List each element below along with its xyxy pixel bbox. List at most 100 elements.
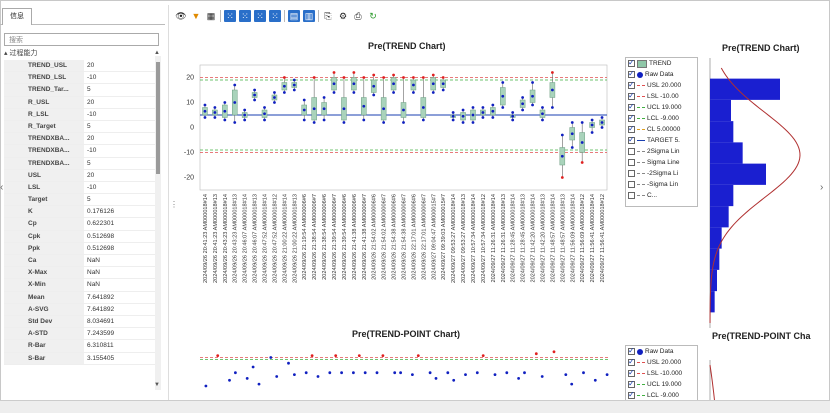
data-point[interactable]: [392, 91, 395, 94]
data-point[interactable]: [540, 375, 544, 378]
data-point[interactable]: [302, 118, 306, 122]
legend-item[interactable]: LSL -10.000: [626, 368, 697, 379]
data-point[interactable]: [431, 91, 435, 94]
data-point[interactable]: [582, 371, 585, 375]
data-point[interactable]: [451, 111, 455, 114]
property-row[interactable]: R_USL 20: [4, 96, 157, 109]
data-point[interactable]: [590, 118, 594, 122]
data-point[interactable]: [593, 378, 597, 382]
data-point[interactable]: [434, 377, 438, 380]
data-point[interactable]: [292, 78, 296, 82]
data-point[interactable]: [352, 82, 356, 86]
data-point[interactable]: [382, 76, 386, 79]
data-point[interactable]: [322, 118, 326, 122]
data-point[interactable]: [402, 76, 405, 79]
legend-item[interactable]: USL 20.000: [626, 80, 697, 91]
data-point[interactable]: [580, 141, 584, 144]
data-point[interactable]: [481, 116, 485, 119]
data-point[interactable]: [316, 375, 320, 378]
legend-item[interactable]: TARGET 5.: [626, 135, 697, 146]
data-point[interactable]: [493, 373, 497, 376]
legend-checkbox[interactable]: [628, 80, 635, 89]
data-point[interactable]: [302, 108, 306, 112]
data-point[interactable]: [204, 384, 208, 388]
histogram-bar[interactable]: [710, 78, 780, 100]
data-point[interactable]: [263, 112, 266, 116]
data-point[interactable]: [245, 377, 249, 380]
property-row[interactable]: Ppk 0.512698: [4, 242, 157, 255]
data-point[interactable]: [523, 371, 526, 375]
data-point[interactable]: [471, 113, 475, 117]
bar-chart-icon[interactable]: ▥: [303, 10, 315, 22]
property-row[interactable]: R-Bar 6.310811: [4, 340, 157, 353]
data-point[interactable]: [213, 116, 217, 119]
layout-icon[interactable]: ▤: [288, 10, 300, 22]
nav-left-icon[interactable]: ‹: [0, 182, 4, 193]
data-point[interactable]: [481, 111, 485, 114]
data-point[interactable]: [531, 94, 534, 98]
data-point[interactable]: [332, 82, 336, 86]
connect-icon[interactable]: ⁙: [224, 10, 236, 22]
data-point[interactable]: [564, 373, 568, 376]
data-point[interactable]: [293, 373, 296, 376]
data-point[interactable]: [342, 121, 346, 124]
tab-info[interactable]: 信息: [2, 8, 32, 25]
data-point[interactable]: [411, 373, 414, 376]
data-point[interactable]: [362, 104, 366, 108]
data-point[interactable]: [446, 371, 450, 375]
property-row[interactable]: X-Min NaN: [4, 279, 157, 292]
legend-checkbox[interactable]: [628, 69, 635, 78]
data-point[interactable]: [501, 81, 505, 84]
data-point[interactable]: [322, 96, 326, 99]
legend-item[interactable]: UCL 19.000: [626, 102, 697, 113]
search-input[interactable]: 搜索: [4, 33, 159, 46]
data-point[interactable]: [340, 371, 343, 375]
data-point[interactable]: [334, 354, 338, 357]
property-row[interactable]: TREND_Tar... 5: [4, 84, 157, 97]
property-row[interactable]: R_Target 5: [4, 120, 157, 134]
data-point[interactable]: [253, 88, 256, 92]
data-point[interactable]: [253, 93, 256, 97]
data-point[interactable]: [310, 354, 314, 357]
histogram-bar[interactable]: [710, 163, 766, 185]
data-point[interactable]: [471, 121, 475, 124]
data-point[interactable]: [257, 382, 261, 386]
legend-checkbox[interactable]: [628, 192, 635, 199]
connect-icon-2[interactable]: ⁙: [239, 10, 251, 22]
data-point[interactable]: [570, 132, 574, 136]
data-point[interactable]: [501, 94, 505, 98]
data-point[interactable]: [352, 91, 356, 94]
data-point[interactable]: [263, 118, 266, 122]
property-row[interactable]: X-Max NaN: [4, 267, 157, 280]
data-point[interactable]: [342, 107, 346, 111]
data-point[interactable]: [273, 101, 276, 104]
legend-checkbox[interactable]: [628, 124, 635, 133]
data-point[interactable]: [551, 71, 554, 74]
legend-item[interactable]: LSL -10.00: [626, 91, 697, 102]
filter-icon[interactable]: ▼: [191, 11, 201, 21]
histogram-bar[interactable]: [710, 291, 715, 313]
data-point[interactable]: [551, 88, 554, 92]
scrollbar[interactable]: [155, 56, 161, 390]
data-point[interactable]: [203, 116, 207, 119]
legend-checkbox[interactable]: [628, 181, 635, 188]
data-point[interactable]: [392, 82, 395, 86]
legend-checkbox[interactable]: [628, 390, 635, 399]
property-row[interactable]: R_LSL -10: [4, 108, 157, 121]
data-point[interactable]: [251, 365, 255, 369]
property-row[interactable]: TREND_LSL -10: [4, 72, 157, 85]
data-point[interactable]: [234, 371, 237, 375]
data-point[interactable]: [228, 378, 231, 382]
data-point[interactable]: [600, 116, 604, 119]
table-icon[interactable]: ▦: [206, 10, 216, 21]
data-point[interactable]: [431, 73, 435, 77]
data-point[interactable]: [541, 106, 544, 109]
property-row[interactable]: Mean 7.641892: [4, 291, 157, 304]
eye-icon[interactable]: 👁: [175, 10, 187, 21]
data-point[interactable]: [362, 118, 366, 122]
legend-item[interactable]: Raw Data: [626, 69, 697, 80]
data-point[interactable]: [560, 176, 564, 179]
point-chart[interactable]: [180, 343, 620, 403]
data-point[interactable]: [382, 121, 386, 124]
data-point[interactable]: [352, 71, 356, 74]
